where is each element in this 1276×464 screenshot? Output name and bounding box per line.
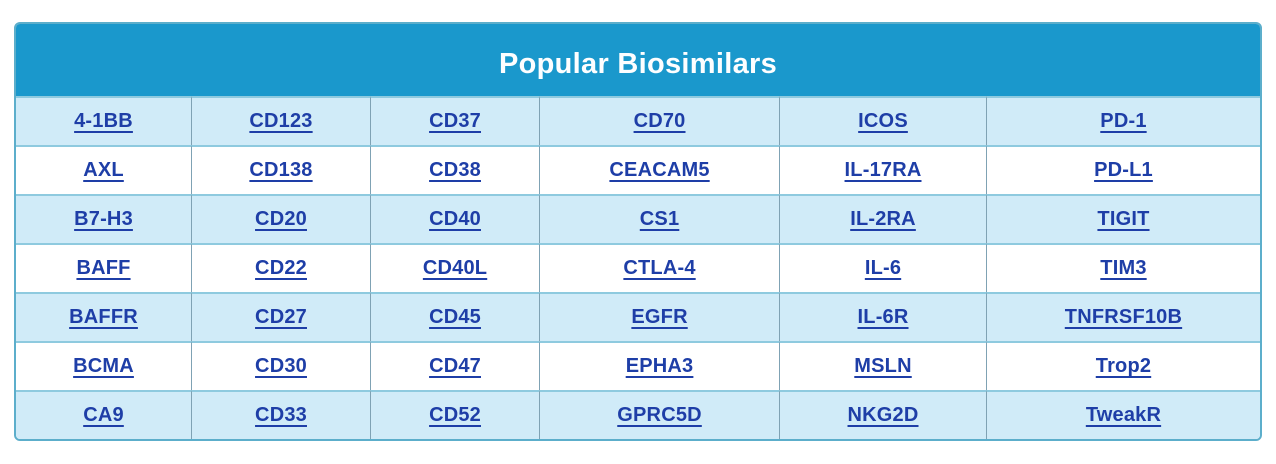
- biosimilar-link[interactable]: TweakR: [1085, 404, 1162, 426]
- table-row: AXL CD138 CD38 CEACAM5 IL-17RA PD-L1: [16, 145, 1260, 194]
- biosimilar-link[interactable]: ICOS: [858, 110, 908, 132]
- table-cell: PD-1: [986, 96, 1260, 145]
- table-cell: BAFF: [16, 243, 192, 292]
- table-cell: CD40L: [370, 243, 540, 292]
- table-cell: CD52: [370, 390, 540, 439]
- biosimilar-link[interactable]: PD-1: [1100, 110, 1147, 132]
- biosimilar-link[interactable]: BAFF: [76, 257, 131, 279]
- table-cell: Trop2: [986, 341, 1260, 390]
- biosimilar-link[interactable]: CD47: [429, 355, 481, 377]
- table-row: CA9 CD33 CD52 GPRC5D NKG2D TweakR: [16, 390, 1260, 439]
- table-row: 4-1BB CD123 CD37 CD70 ICOS PD-1: [16, 96, 1260, 145]
- biosimilar-link[interactable]: CD138: [249, 159, 313, 181]
- table-cell: CD27: [191, 292, 371, 341]
- table-cell: CA9: [16, 390, 192, 439]
- table-cell: CD30: [191, 341, 371, 390]
- table-cell: ICOS: [779, 96, 987, 145]
- table-cell: CD47: [370, 341, 540, 390]
- biosimilar-link[interactable]: TIGIT: [1097, 208, 1150, 230]
- table-cell: CEACAM5: [539, 145, 780, 194]
- table-cell: EPHA3: [539, 341, 780, 390]
- biosimilar-link[interactable]: CD22: [255, 257, 307, 279]
- biosimilar-link[interactable]: IL-6R: [857, 306, 909, 328]
- table-cell: CS1: [539, 194, 780, 243]
- table-cell: PD-L1: [986, 145, 1260, 194]
- biosimilar-link[interactable]: EGFR: [631, 306, 688, 328]
- table-cell: TIM3: [986, 243, 1260, 292]
- table-cell: BCMA: [16, 341, 192, 390]
- table-cell: B7-H3: [16, 194, 192, 243]
- table-cell: IL-17RA: [779, 145, 987, 194]
- table-cell: CD20: [191, 194, 371, 243]
- table-cell: BAFFR: [16, 292, 192, 341]
- table-cell: MSLN: [779, 341, 987, 390]
- table-cell: CD138: [191, 145, 371, 194]
- biosimilars-table: Popular Biosimilars 4-1BB CD123 CD37 CD70 IC…: [14, 22, 1262, 441]
- biosimilar-link[interactable]: BAFFR: [69, 306, 138, 328]
- biosimilar-link[interactable]: NKG2D: [847, 404, 919, 426]
- table-cell: TNFRSF10B: [986, 292, 1260, 341]
- biosimilar-link[interactable]: CD40: [429, 208, 481, 230]
- biosimilar-link[interactable]: CS1: [639, 208, 680, 230]
- table-row: B7-H3 CD20 CD40 CS1 IL-2RA TIGIT: [16, 194, 1260, 243]
- biosimilar-link[interactable]: CD45: [429, 306, 481, 328]
- biosimilar-link[interactable]: IL-6: [864, 257, 902, 279]
- biosimilar-link[interactable]: CD27: [255, 306, 307, 328]
- biosimilars-grid: 4-1BB CD123 CD37 CD70 ICOS PD-1 AXL CD138 CD38 CE…: [16, 96, 1260, 439]
- biosimilar-link[interactable]: CD37: [429, 110, 481, 132]
- biosimilar-link[interactable]: 4-1BB: [74, 110, 133, 132]
- table-title: Popular Biosimilars: [16, 24, 1260, 96]
- biosimilar-link[interactable]: PD-L1: [1094, 159, 1153, 181]
- table-row: BAFF CD22 CD40L CTLA-4 IL-6 TIM3: [16, 243, 1260, 292]
- table-cell: IL-6: [779, 243, 987, 292]
- biosimilar-link[interactable]: CA9: [83, 404, 124, 426]
- biosimilar-link[interactable]: GPRC5D: [617, 404, 702, 426]
- biosimilar-link[interactable]: CD40L: [422, 257, 488, 279]
- table-cell: CD37: [370, 96, 540, 145]
- table-cell: CD38: [370, 145, 540, 194]
- biosimilar-link[interactable]: CD70: [633, 110, 686, 132]
- table-cell: TweakR: [986, 390, 1260, 439]
- biosimilar-link[interactable]: CD20: [255, 208, 307, 230]
- table-cell: GPRC5D: [539, 390, 780, 439]
- biosimilar-link[interactable]: CEACAM5: [609, 159, 710, 181]
- biosimilar-link[interactable]: MSLN: [854, 355, 912, 377]
- table-cell: CD45: [370, 292, 540, 341]
- biosimilar-link[interactable]: B7-H3: [74, 208, 133, 230]
- biosimilar-link[interactable]: BCMA: [73, 355, 134, 377]
- biosimilar-link[interactable]: CD38: [429, 159, 481, 181]
- table-cell: CD33: [191, 390, 371, 439]
- table-cell: IL-6R: [779, 292, 987, 341]
- biosimilar-link[interactable]: Trop2: [1095, 355, 1152, 377]
- table-cell: CD22: [191, 243, 371, 292]
- biosimilar-link[interactable]: CD30: [255, 355, 307, 377]
- biosimilar-link[interactable]: TNFRSF10B: [1064, 306, 1183, 328]
- table-cell: CD40: [370, 194, 540, 243]
- table-row: BCMA CD30 CD47 EPHA3 MSLN Trop2: [16, 341, 1260, 390]
- biosimilar-link[interactable]: AXL: [83, 159, 124, 181]
- biosimilar-link[interactable]: IL-17RA: [844, 159, 922, 181]
- biosimilar-link[interactable]: TIM3: [1100, 257, 1147, 279]
- table-row: BAFFR CD27 CD45 EGFR IL-6R TNFRSF10B: [16, 292, 1260, 341]
- table-cell: EGFR: [539, 292, 780, 341]
- biosimilar-link[interactable]: CD33: [255, 404, 307, 426]
- table-cell: TIGIT: [986, 194, 1260, 243]
- biosimilar-link[interactable]: IL-2RA: [850, 208, 916, 230]
- table-cell: AXL: [16, 145, 192, 194]
- table-cell: NKG2D: [779, 390, 987, 439]
- table-cell: CD123: [191, 96, 371, 145]
- biosimilar-link[interactable]: CD52: [429, 404, 481, 426]
- table-cell: CTLA-4: [539, 243, 780, 292]
- biosimilar-link[interactable]: EPHA3: [625, 355, 694, 377]
- table-cell: IL-2RA: [779, 194, 987, 243]
- biosimilar-link[interactable]: CTLA-4: [623, 257, 696, 279]
- biosimilar-link[interactable]: CD123: [249, 110, 313, 132]
- table-cell: 4-1BB: [16, 96, 192, 145]
- table-cell: CD70: [539, 96, 780, 145]
